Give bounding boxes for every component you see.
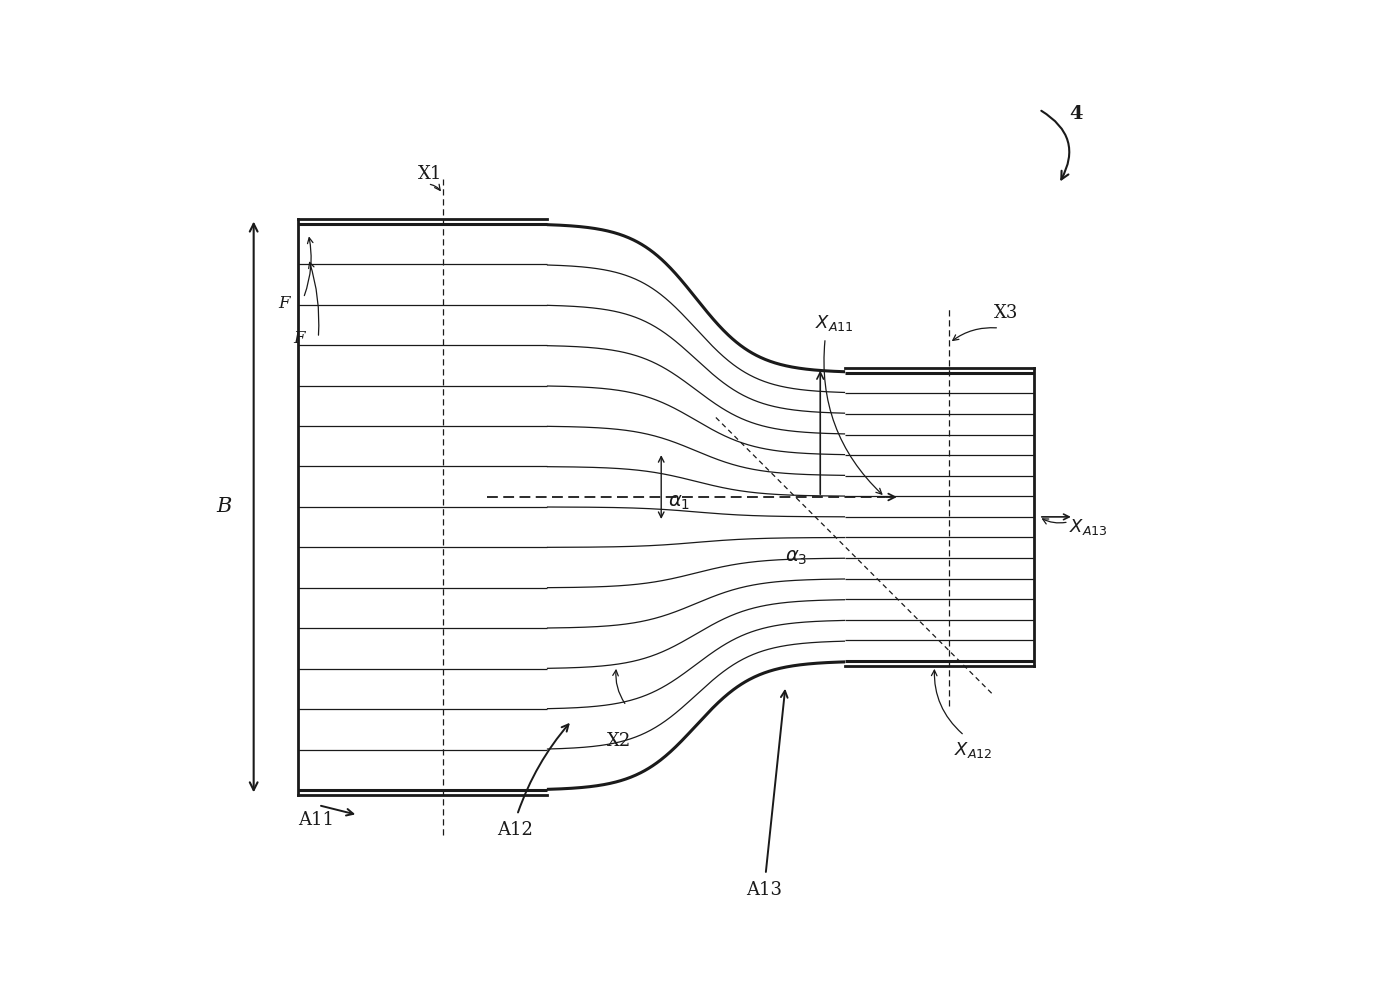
Text: X2: X2 <box>607 732 631 749</box>
Text: X1: X1 <box>418 165 443 183</box>
Text: B: B <box>216 497 231 517</box>
Text: A13: A13 <box>746 881 782 899</box>
Text: A12: A12 <box>497 821 533 839</box>
Text: A11: A11 <box>298 811 334 829</box>
Text: 4: 4 <box>1069 105 1082 123</box>
Text: X3: X3 <box>994 304 1019 322</box>
Text: $X_{A13}$: $X_{A13}$ <box>1069 517 1108 537</box>
Text: F: F <box>294 330 305 347</box>
Text: $X_{A12}$: $X_{A12}$ <box>955 741 992 760</box>
Text: F: F <box>278 295 290 312</box>
Text: $\alpha_3$: $\alpha_3$ <box>785 548 807 567</box>
Text: $X_{A11}$: $X_{A11}$ <box>816 313 853 333</box>
Text: $\alpha_1$: $\alpha_1$ <box>668 493 690 512</box>
FancyArrowPatch shape <box>1041 110 1069 180</box>
